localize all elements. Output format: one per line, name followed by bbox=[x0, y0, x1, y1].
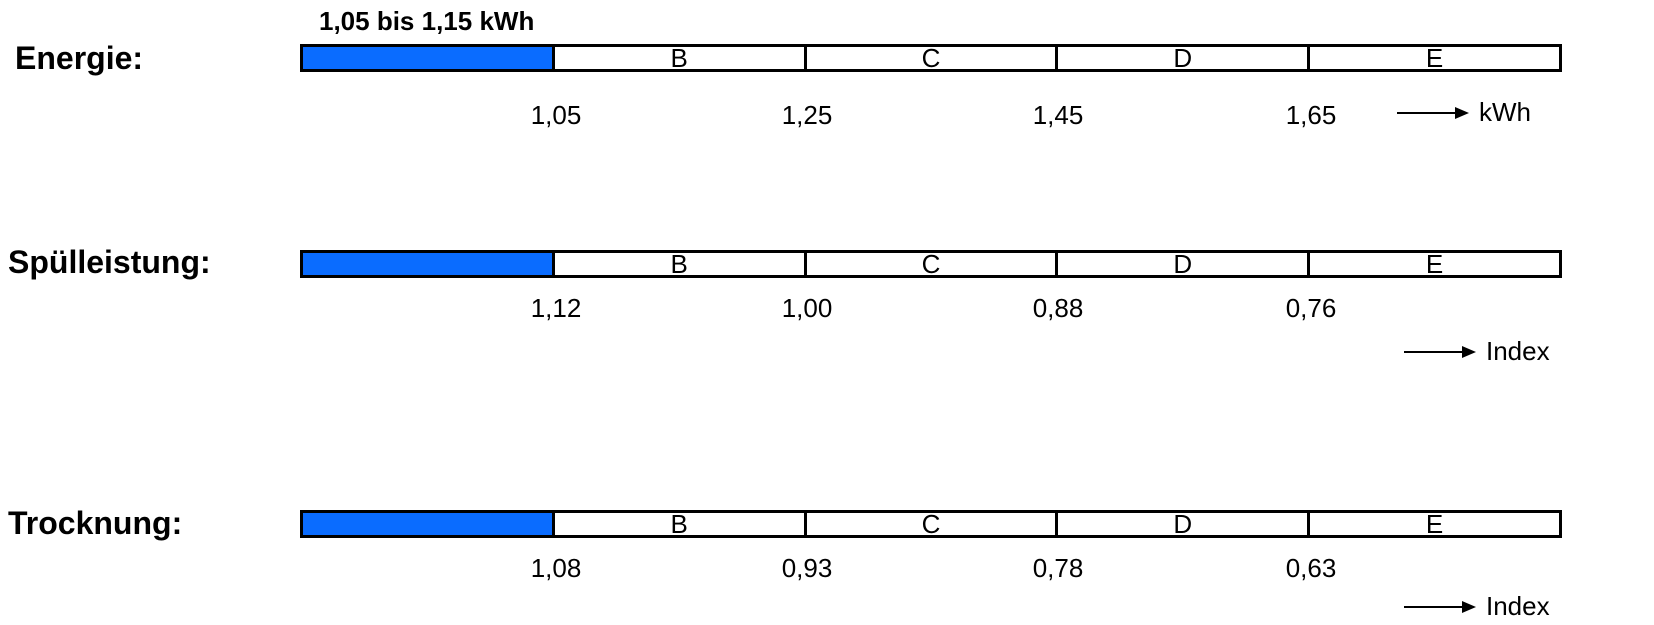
segment-a-filled bbox=[303, 47, 555, 69]
segment-b: B bbox=[555, 511, 807, 537]
tick-label: 1,05 bbox=[530, 100, 582, 130]
unit-indicator: Index bbox=[1404, 591, 1550, 622]
arrow-right-icon bbox=[1397, 106, 1469, 119]
segment-d: D bbox=[1058, 251, 1311, 277]
tick-label: 0,63 bbox=[1285, 553, 1337, 583]
tick-label: 0,93 bbox=[781, 553, 833, 583]
unit-indicator: kWh bbox=[1397, 97, 1531, 128]
rating-bar-spuelleistung: B C D E bbox=[300, 250, 1562, 278]
tick-label: 1,12 bbox=[530, 293, 582, 323]
unit-indicator: Index bbox=[1404, 336, 1550, 367]
row-label-spuelleistung: Spülleistung: bbox=[8, 244, 211, 280]
segment-c: C bbox=[807, 511, 1059, 537]
tick-label: 0,78 bbox=[1032, 553, 1084, 583]
segment-d: D bbox=[1058, 45, 1311, 71]
segment-c: C bbox=[807, 45, 1059, 71]
arrow-right-icon bbox=[1404, 600, 1476, 613]
segment-e: E bbox=[1425, 509, 1444, 539]
rating-bar-energie: B C D E bbox=[300, 44, 1562, 72]
segment-a-filled bbox=[303, 253, 555, 275]
segment-b: B bbox=[555, 251, 807, 277]
segment-a-filled bbox=[303, 513, 555, 535]
segment-e: E bbox=[1425, 43, 1444, 73]
tick-label: 1,25 bbox=[781, 100, 833, 130]
segment-d: D bbox=[1058, 511, 1311, 537]
arrow-right-icon bbox=[1404, 345, 1476, 358]
unit-label: Index bbox=[1486, 591, 1550, 621]
unit-label: kWh bbox=[1479, 97, 1531, 127]
tick-label: 1,08 bbox=[530, 553, 582, 583]
segment-b: B bbox=[555, 45, 807, 71]
row-label-trocknung: Trocknung: bbox=[8, 505, 183, 541]
row-label-energie: Energie: bbox=[15, 40, 144, 76]
tick-label: 1,00 bbox=[781, 293, 833, 323]
segment-c: C bbox=[807, 251, 1059, 277]
segment-e: E bbox=[1425, 249, 1444, 279]
unit-label: Index bbox=[1486, 336, 1550, 366]
tick-label: 0,76 bbox=[1285, 293, 1337, 323]
tick-label: 0,88 bbox=[1032, 293, 1084, 323]
rating-bar-trocknung: B C D E bbox=[300, 510, 1562, 538]
highlight-label: 1,05 bis 1,15 kWh bbox=[319, 6, 535, 36]
tick-label: 1,45 bbox=[1032, 100, 1084, 130]
tick-label: 1,65 bbox=[1285, 100, 1337, 130]
